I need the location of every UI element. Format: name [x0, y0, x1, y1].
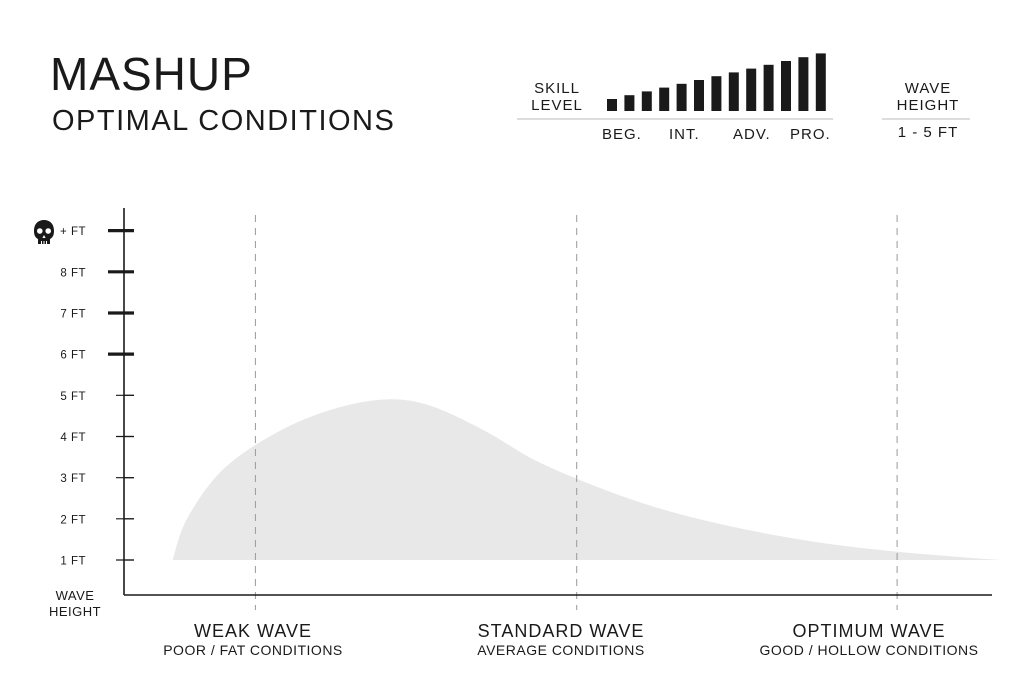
- category-dividers: [254, 215, 898, 610]
- skill-bar-5: [676, 83, 687, 111]
- conditions-area: [172, 399, 1001, 561]
- y-tick-label-5: 5 FT: [60, 391, 86, 403]
- wave-label-line1: WAVE: [904, 80, 952, 97]
- skill-bar-10: [763, 64, 774, 111]
- y-tick-label-7: 3 FT: [60, 473, 86, 485]
- y-tick-label-2: 8 FT: [60, 267, 86, 279]
- skill-bar-3: [641, 91, 652, 111]
- page-title: MASHUP: [50, 48, 253, 100]
- skill-bar-6: [694, 80, 704, 111]
- wave-label-line2: HEIGHT: [896, 97, 960, 114]
- y-axis-label: WAVE HEIGHT: [40, 588, 110, 620]
- skill-bar-9: [746, 68, 757, 111]
- category-optimum-title: OPTIMUM WAVE: [792, 621, 946, 641]
- y-tick-label-1: + FT: [60, 226, 86, 238]
- category-standard-subtitle: AVERAGE CONDITIONS: [477, 642, 645, 658]
- skill-tick-adv: ADV.: [733, 126, 771, 143]
- skill-level-label: SKILL LEVEL: [528, 80, 586, 114]
- skill-tick-beg: BEG.: [602, 126, 642, 143]
- skill-bar-2: [624, 95, 635, 111]
- y-tick-label-9: 1 FT: [60, 556, 86, 568]
- category-standard-title: STANDARD WAVE: [477, 621, 645, 641]
- category-optimum-subtitle: GOOD / HOLLOW CONDITIONS: [759, 642, 979, 658]
- skill-label-line1: SKILL: [534, 80, 580, 97]
- skill-tick-int: INT.: [669, 126, 700, 143]
- skull-icon: [34, 220, 54, 244]
- category-weak-title: WEAK WAVE: [193, 621, 312, 641]
- y-tick-label-3: 7 FT: [60, 308, 86, 320]
- wave-height-label: WAVE HEIGHT: [886, 80, 970, 114]
- skill-bar-7: [711, 76, 722, 111]
- skill-tick-pro: PRO.: [790, 126, 831, 143]
- skill-bar-4: [659, 87, 670, 111]
- skill-bar-8: [728, 72, 739, 111]
- y-tick-label-4: 6 FT: [60, 350, 86, 362]
- skill-bar-1: [607, 99, 617, 111]
- y-axis-label-line1: WAVE: [55, 588, 95, 603]
- category-weak-subtitle: POOR / FAT CONDITIONS: [163, 642, 343, 658]
- y-tick-label-8: 2 FT: [60, 514, 86, 526]
- skill-bar-11: [781, 61, 791, 111]
- skill-bar-13: [815, 53, 826, 111]
- y-axis-label-line2: HEIGHT: [48, 604, 102, 619]
- page-subtitle: OPTIMAL CONDITIONS: [52, 105, 396, 137]
- skill-label-line2: LEVEL: [531, 97, 583, 114]
- y-tick-label-6: 4 FT: [60, 432, 86, 444]
- skill-bar-12: [798, 57, 809, 111]
- wave-height-range: 1 - 5 FT: [897, 124, 959, 141]
- skill-bars: [607, 53, 826, 111]
- y-axis-ticks: + FT 8 FT 7 FT 6 FT 5 FT 4 FT 3 FT 2 FT 1 FT: [60, 226, 134, 568]
